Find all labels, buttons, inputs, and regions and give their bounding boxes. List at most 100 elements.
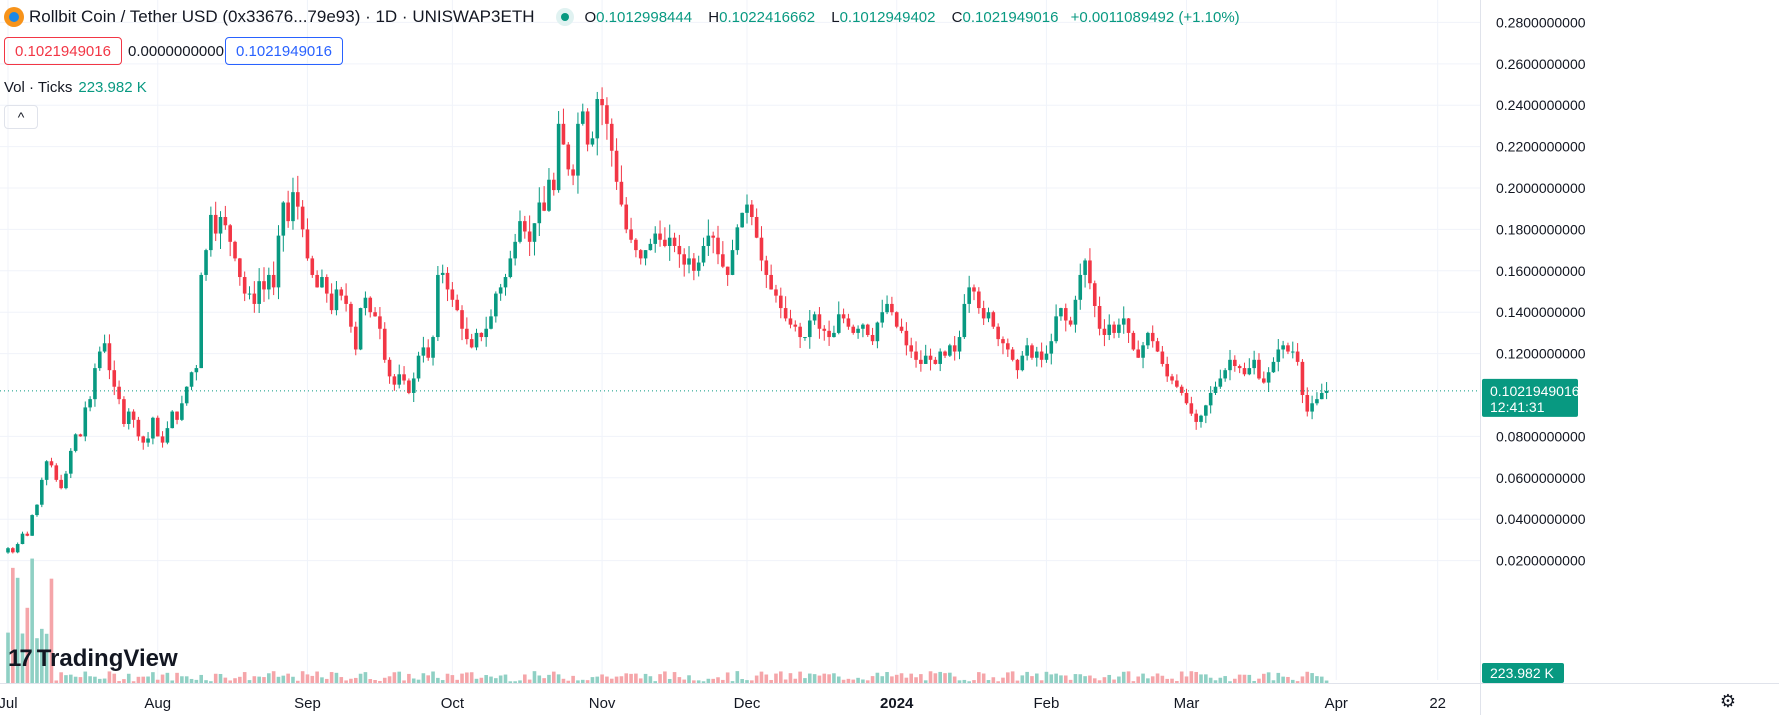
- volume-bar: [1281, 676, 1285, 683]
- volume-legend[interactable]: Vol · Ticks 223.982 K: [4, 79, 147, 96]
- candle-body: [1015, 359, 1020, 371]
- volume-bar: [769, 679, 773, 683]
- candles: [6, 87, 1329, 554]
- candle-body: [875, 322, 880, 342]
- volume-bar: [1213, 680, 1218, 683]
- candle-body: [146, 438, 150, 443]
- volume-bar: [566, 680, 571, 683]
- y-tick-label: 0.2800000000: [1496, 14, 1586, 30]
- settings-gear-icon[interactable]: ⚙: [1719, 690, 1737, 711]
- buy-price-button[interactable]: 0.1021949016: [225, 37, 343, 65]
- candle-body: [798, 326, 802, 338]
- candle-body: [745, 204, 749, 213]
- volume-bar: [856, 677, 860, 683]
- volume-bar: [1310, 673, 1314, 683]
- candle-body: [880, 312, 885, 323]
- volume-bar: [1204, 674, 1208, 683]
- candle-body: [779, 295, 783, 309]
- volume-bar: [875, 672, 880, 683]
- candle-body: [1150, 332, 1155, 342]
- market-status-icon[interactable]: [556, 8, 575, 26]
- candle-body: [291, 192, 295, 222]
- volume-bar: [841, 679, 846, 683]
- candle-body: [750, 204, 754, 217]
- candle-body: [605, 105, 609, 124]
- volume-bar: [276, 676, 281, 683]
- volume-bar: [474, 678, 479, 683]
- sell-price-button[interactable]: 0.1021949016: [4, 37, 122, 65]
- volume-bar: [1247, 674, 1252, 683]
- candle-body: [846, 318, 851, 327]
- symbol-title[interactable]: Rollbit Coin / Tether USD (0x33676...79e…: [29, 7, 535, 26]
- open-key: O: [584, 8, 597, 26]
- candle-body: [397, 374, 402, 385]
- volume-bar: [740, 678, 744, 683]
- volume-bar: [1208, 677, 1213, 683]
- candle-body: [431, 337, 435, 358]
- candle-body: [566, 144, 571, 170]
- x-tick-label: 22: [1429, 695, 1446, 712]
- candle-body: [1189, 403, 1194, 414]
- volume-bar: [1155, 673, 1160, 683]
- volume-bar: [455, 679, 459, 683]
- candle-body: [629, 229, 633, 240]
- volume-bar: [349, 678, 353, 683]
- volume-bar: [310, 675, 315, 683]
- volume-bar: [165, 672, 170, 683]
- volume-bar: [1223, 676, 1227, 683]
- volume-bar: [692, 680, 696, 683]
- volume-bar: [677, 677, 682, 683]
- volume-bar: [281, 675, 286, 683]
- volume-bar: [1319, 676, 1324, 683]
- volume-bar: [851, 679, 856, 683]
- volume-bar: [358, 673, 363, 683]
- candle-body: [817, 314, 822, 329]
- candle-body: [247, 293, 252, 295]
- volume-bar: [6, 632, 10, 683]
- candle-body: [88, 399, 92, 408]
- volume-bar: [1088, 675, 1092, 683]
- high-value: 0.1022416662: [719, 8, 816, 26]
- candle-body: [324, 277, 329, 294]
- volume-bar: [426, 675, 431, 683]
- candle-body: [527, 231, 532, 242]
- volume-bar: [469, 672, 474, 683]
- candle-body: [634, 239, 638, 251]
- countdown-label: 12:41:31: [1490, 399, 1545, 415]
- volume-bar: [189, 678, 194, 683]
- candle-body: [890, 303, 894, 313]
- volume-bar: [580, 679, 585, 683]
- candle-body: [392, 376, 397, 385]
- candle-body: [571, 169, 575, 176]
- volume-bar: [68, 674, 73, 683]
- volume-bar: [1073, 674, 1078, 683]
- candle-body: [117, 386, 121, 400]
- volume-bar: [619, 676, 624, 683]
- volume-bar: [1121, 671, 1126, 683]
- candle-body: [1242, 368, 1247, 375]
- volume-bar: [1300, 676, 1305, 683]
- volume-bar: [373, 680, 377, 683]
- candle-body: [107, 343, 112, 371]
- candle-body: [469, 339, 474, 348]
- volume-bar: [83, 671, 88, 683]
- collapse-indicators-button[interactable]: ^: [4, 105, 38, 129]
- volume-bar: [242, 672, 247, 683]
- candle-body: [344, 295, 348, 304]
- candle-body: [73, 434, 78, 451]
- volume-bar: [445, 673, 450, 683]
- volume-bar: [141, 676, 146, 683]
- volume-bar: [672, 672, 677, 683]
- candle-body: [1184, 392, 1189, 404]
- candle-body: [909, 345, 914, 352]
- volume-bar: [706, 678, 711, 683]
- tradingview-logo[interactable]: 17 TradingView: [8, 645, 178, 673]
- volume-bar: [1078, 674, 1083, 683]
- candle-body: [1030, 345, 1034, 358]
- candle-body: [1170, 376, 1174, 381]
- candle-body: [1155, 341, 1160, 352]
- volume-bar: [967, 681, 971, 683]
- volume-bar: [411, 678, 416, 683]
- candle-body: [856, 328, 860, 333]
